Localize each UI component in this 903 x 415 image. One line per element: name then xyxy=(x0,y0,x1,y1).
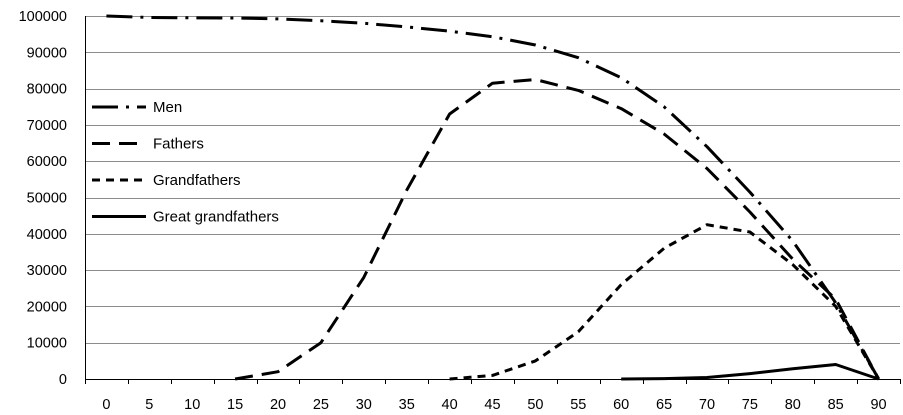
y-tick-label: 10000 xyxy=(27,336,67,352)
axes xyxy=(85,16,901,384)
y-axis-tick-labels: 0 10000 20000 30000 40000 50000 60000 70000 8000… xyxy=(19,9,67,388)
x-axis-tick-labels: 0 5 10 15 20 25 30 35 40 45 50 55 60 65 70 75 80 85 90 xyxy=(102,397,886,413)
y-tick-label: 0 xyxy=(59,372,67,388)
x-tick-label: 75 xyxy=(742,397,758,413)
y-tick-label: 40000 xyxy=(27,227,67,243)
legend-label-men: Men xyxy=(153,99,182,116)
x-tick-label: 40 xyxy=(442,397,458,413)
x-tick-label: 80 xyxy=(785,397,801,413)
x-tick-label: 0 xyxy=(102,397,110,413)
x-tick-label: 65 xyxy=(656,397,672,413)
x-tick-label: 30 xyxy=(356,397,372,413)
gridlines xyxy=(85,16,900,344)
series-line-great-grandfathers xyxy=(621,363,880,381)
y-tick-label: 20000 xyxy=(27,299,67,315)
x-tick-label: 5 xyxy=(145,397,153,413)
x-tick-label: 70 xyxy=(699,397,715,413)
x-tick-label: 35 xyxy=(399,397,415,413)
y-tick-label: 60000 xyxy=(27,154,67,170)
x-tick-label: 50 xyxy=(527,397,543,413)
x-tick-label: 20 xyxy=(270,397,286,413)
series-lines xyxy=(106,14,880,381)
y-tick-label: 80000 xyxy=(27,82,67,98)
series-line-fathers xyxy=(234,78,880,381)
legend-label-great-grandfathers: Great grandfathers xyxy=(153,209,279,226)
y-tick-label: 90000 xyxy=(27,45,67,61)
x-tick-label: 45 xyxy=(484,397,500,413)
x-tick-label: 85 xyxy=(828,397,844,413)
series-line-men xyxy=(106,14,880,380)
legend-label-fathers: Fathers xyxy=(153,136,204,153)
x-tick-label: 10 xyxy=(184,397,200,413)
x-tick-label: 60 xyxy=(613,397,629,413)
x-tick-label: 55 xyxy=(570,397,586,413)
y-tick-label: 100000 xyxy=(19,9,67,25)
series-line-grandfathers xyxy=(449,223,880,381)
legend-label-grandfathers: Grandfathers xyxy=(153,172,241,189)
x-tick-label: 90 xyxy=(870,397,886,413)
y-tick-label: 50000 xyxy=(27,191,67,207)
y-tick-label: 30000 xyxy=(27,263,67,279)
legend: Men Fathers Grandfathers Great grandfathers xyxy=(92,99,279,226)
x-tick-label: 15 xyxy=(227,397,243,413)
x-tick-label: 25 xyxy=(313,397,329,413)
y-tick-label: 70000 xyxy=(27,118,67,134)
